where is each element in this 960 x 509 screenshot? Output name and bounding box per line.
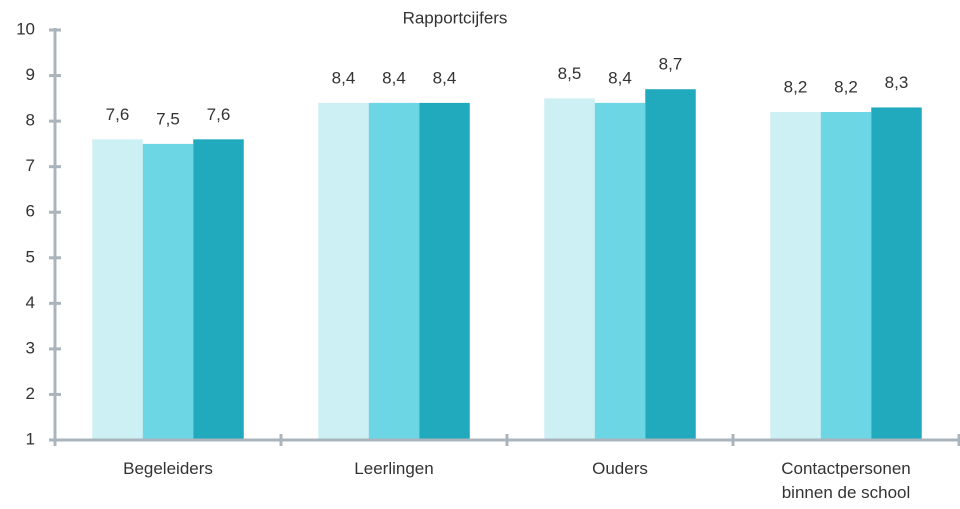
data-label: 8,4 [433, 68, 457, 87]
y-tick-label: 5 [26, 247, 35, 266]
data-label: 8,5 [558, 64, 582, 83]
chart-title: Rapportcijfers [403, 8, 508, 27]
y-tick-label: 6 [26, 202, 35, 221]
bar [419, 102, 470, 440]
y-tick-label: 8 [26, 111, 35, 130]
bar [645, 89, 696, 440]
data-label: 8,4 [608, 68, 632, 87]
bar [193, 139, 244, 441]
data-label: 7,6 [207, 105, 231, 124]
y-tick-label: 2 [26, 384, 35, 403]
bar [770, 112, 821, 440]
x-tick-label: Leerlingen [354, 459, 434, 478]
y-tick-label: 3 [26, 338, 35, 357]
data-label: 8,2 [784, 77, 808, 96]
y-tick-label: 7 [26, 156, 35, 175]
data-label: 8,7 [659, 55, 683, 74]
bar [92, 139, 143, 441]
bar [594, 102, 646, 440]
bar [871, 107, 922, 440]
bar [544, 98, 595, 440]
y-tick-label: 1 [26, 429, 35, 448]
data-label: 7,5 [156, 109, 180, 128]
y-tick-label: 4 [26, 293, 35, 312]
y-tick-label: 9 [26, 65, 35, 84]
bar [820, 112, 872, 440]
x-tick-label: Ouders [592, 459, 648, 478]
y-tick-label: 10 [16, 19, 35, 38]
data-label: 8,4 [382, 68, 406, 87]
x-tick-label: Begeleiders [123, 459, 213, 478]
bar [142, 143, 194, 440]
x-tick-label: Contactpersonen binnen de school [781, 459, 911, 502]
bar [318, 102, 369, 440]
data-label: 7,6 [106, 105, 130, 124]
data-label: 8,3 [885, 73, 909, 92]
bar [368, 102, 420, 440]
data-label: 8,2 [834, 77, 858, 96]
data-label: 8,4 [332, 68, 356, 87]
